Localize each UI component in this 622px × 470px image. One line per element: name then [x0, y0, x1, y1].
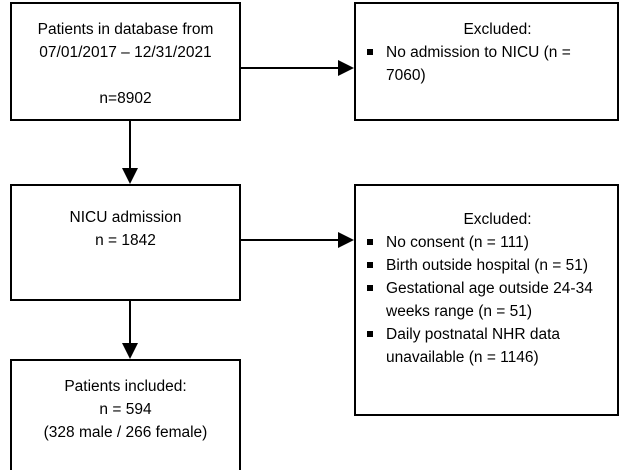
node-box: NICU admission n = 1842 [10, 184, 241, 301]
exclusion-item: Daily postnatal NHR data unavailable (n … [367, 323, 609, 369]
exclusion-box: Excluded: No admission to NICU (n = 7060… [354, 2, 619, 121]
exclusion-item: No admission to NICU (n = 7060) [367, 41, 609, 87]
node-text: NICU admission [69, 209, 182, 226]
node-text: (328 male / 266 female) [43, 424, 208, 441]
exclusion-item: No consent (n = 111) [367, 231, 609, 254]
node-text: Patients in database from [37, 21, 214, 38]
node-box: Patients in database from 07/01/2017 – 1… [10, 2, 241, 121]
node-text: n=8902 [99, 90, 152, 107]
node-text: Patients included: [64, 378, 187, 395]
box-title: Excluded: [463, 21, 532, 38]
exclusion-item: Gestational age outside 24-34 weeks rang… [367, 277, 609, 323]
node-text: 07/01/2017 – 12/31/2021 [39, 44, 212, 61]
node-box: Patients included: n = 594 (328 male / 2… [10, 359, 241, 470]
node-text: n = 1842 [95, 232, 156, 249]
node-text: n = 594 [99, 401, 152, 418]
exclusion-list: No consent (n = 111) Birth outside hospi… [367, 231, 609, 369]
exclusion-list: No admission to NICU (n = 7060) [367, 41, 609, 87]
exclusion-box: Excluded: No consent (n = 111) Birth out… [354, 184, 619, 416]
exclusion-item: Birth outside hospital (n = 51) [367, 254, 609, 277]
box-title: Excluded: [463, 211, 532, 228]
